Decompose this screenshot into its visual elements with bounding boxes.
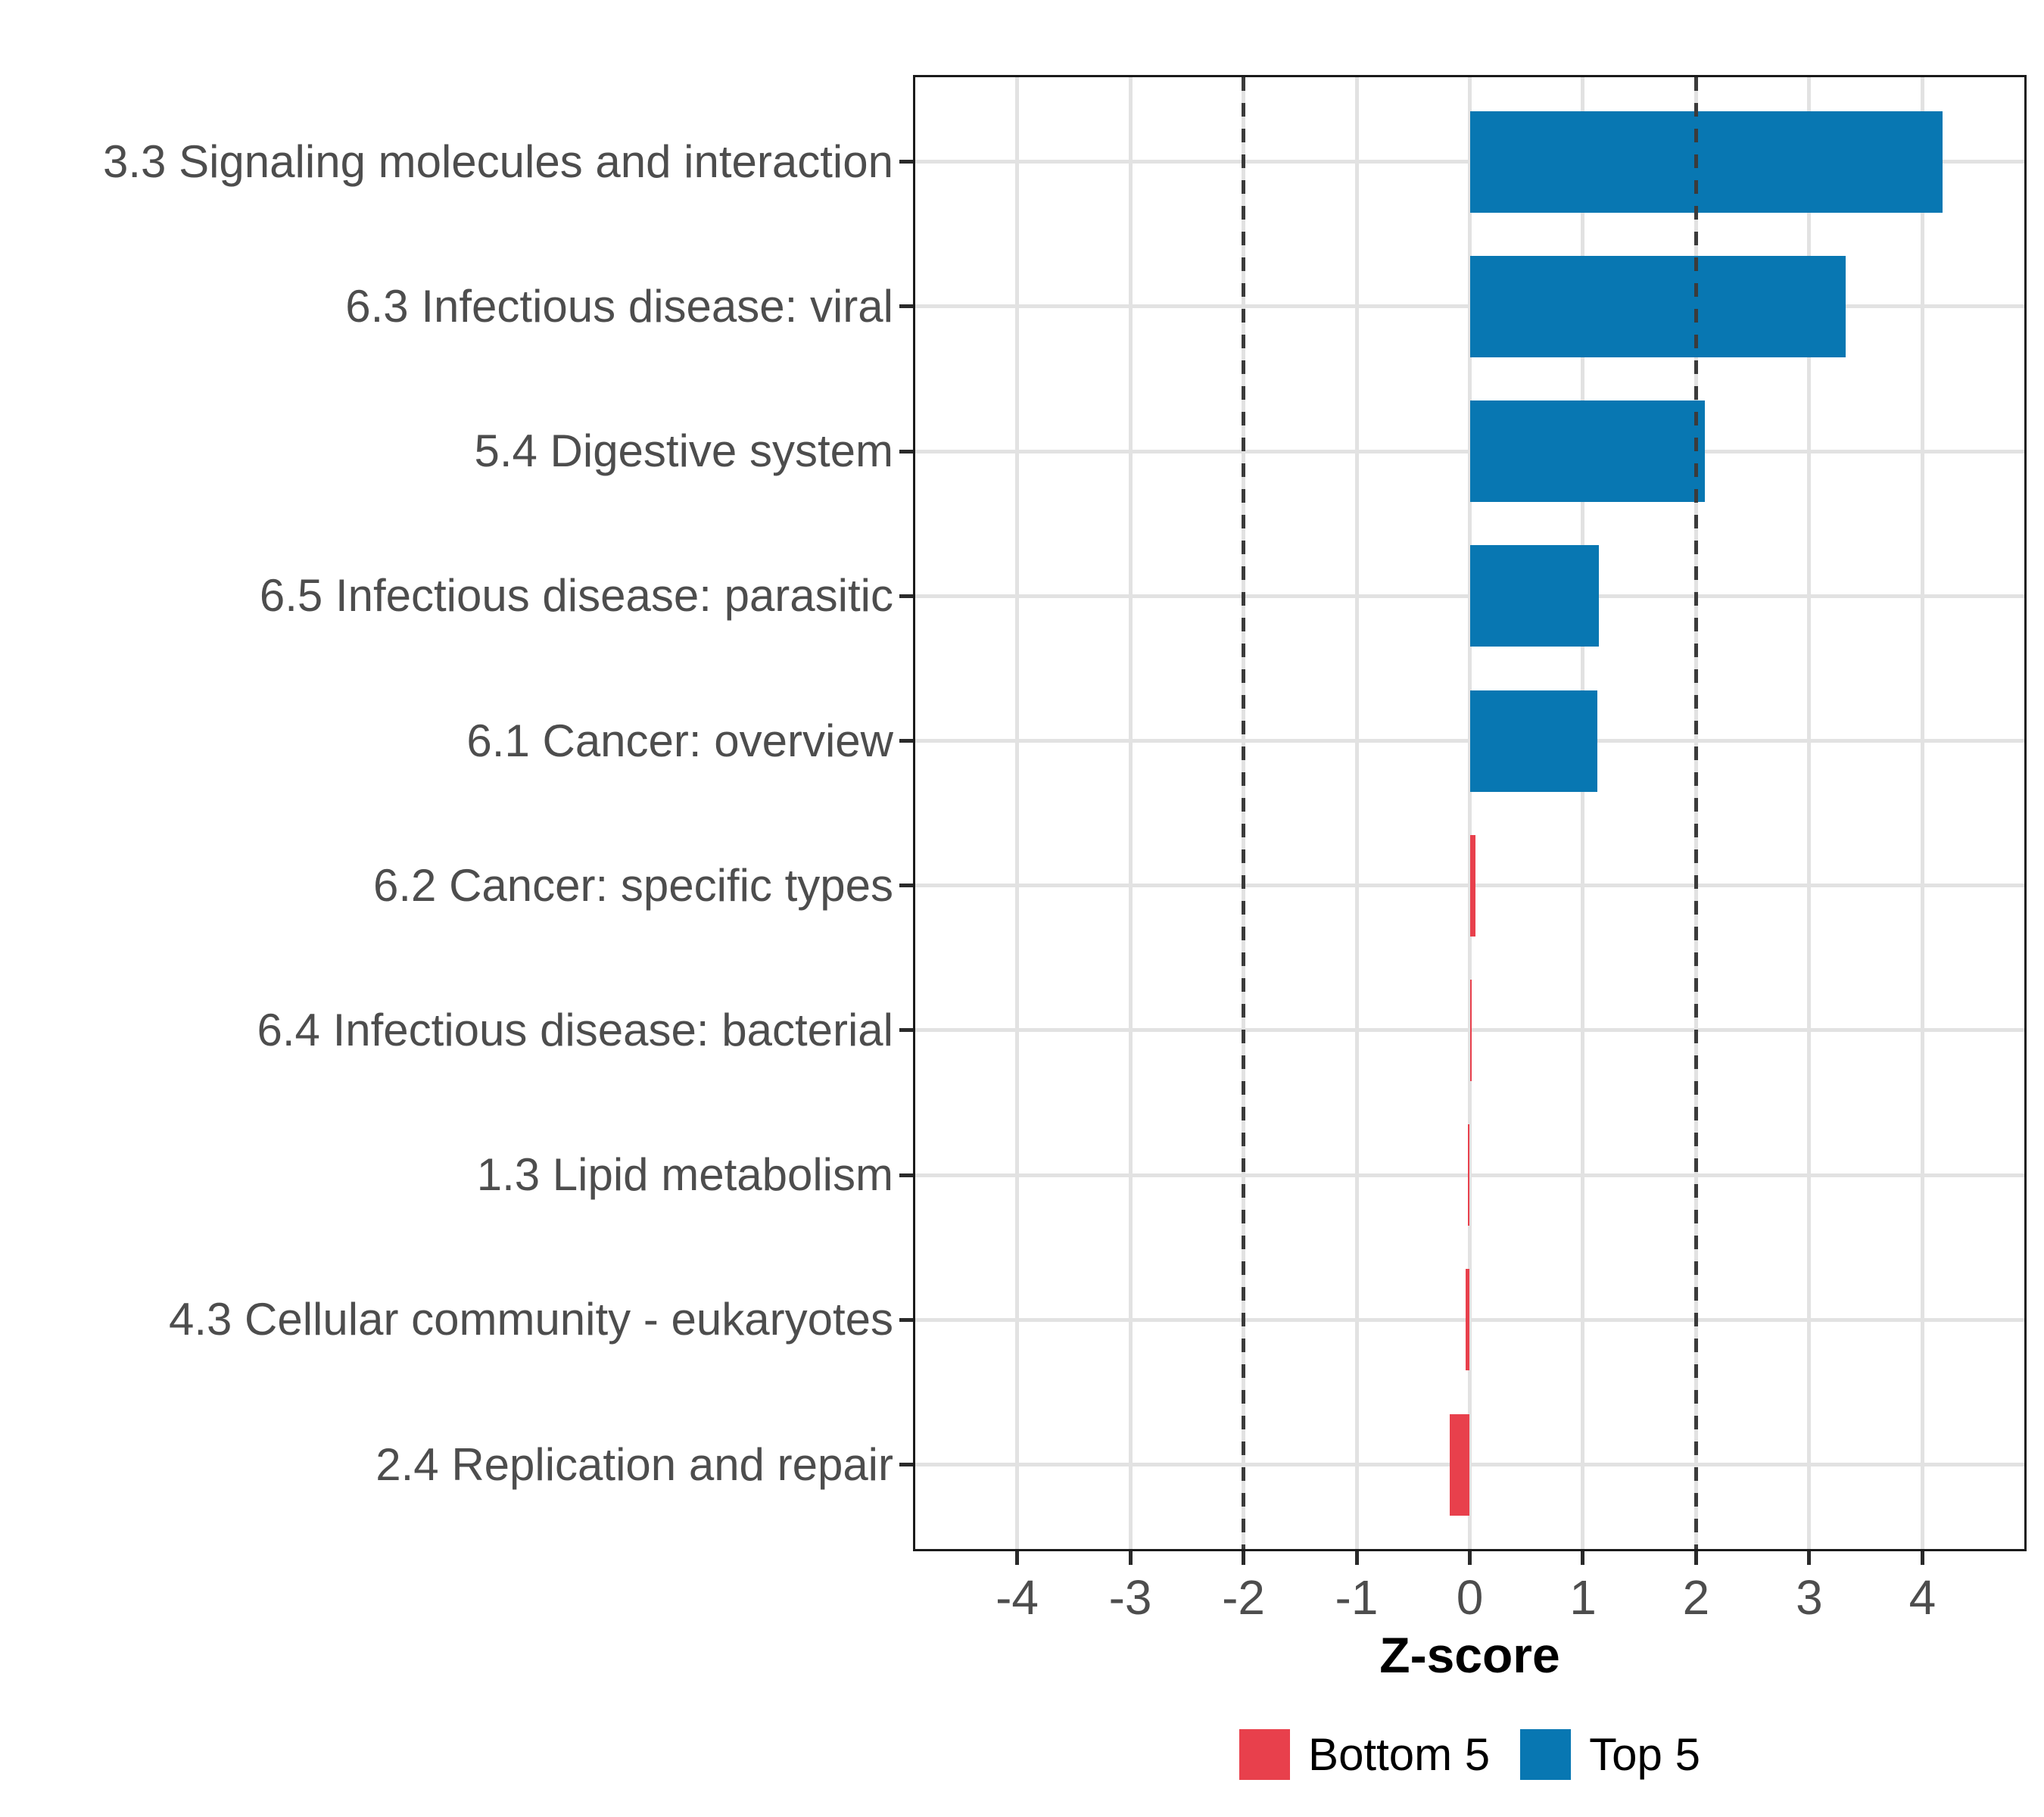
x-tick-label-0: 0 <box>1456 1570 1484 1625</box>
y-label-2-4-replication-and-repair: 2.4 Replication and repair <box>375 1438 893 1490</box>
x-tick-label-4: 4 <box>1908 1570 1937 1625</box>
x-tick--2 <box>1242 1551 1246 1565</box>
bar-1-3-lipid-metabolism <box>1467 1124 1470 1226</box>
dashed-reference-line-2 <box>1693 77 1698 1549</box>
y-label-5-4-digestive-system: 5.4 Digestive system <box>474 425 893 477</box>
gridline-x-0 <box>1468 77 1472 1549</box>
x-tick-2 <box>1693 1551 1698 1565</box>
y-tick-10 <box>899 1463 913 1466</box>
x-axis-title: Z-score <box>1379 1627 1560 1683</box>
x-tick-1 <box>1581 1551 1585 1565</box>
bar-6-4-infectious-disease-bacterial <box>1469 979 1472 1081</box>
bar-6-5-infectious-disease-parasitic <box>1469 545 1599 647</box>
x-tick-label-1: 1 <box>1569 1570 1597 1625</box>
y-tick-6 <box>899 884 913 888</box>
gridline-x--3 <box>1128 77 1133 1549</box>
y-tick-5 <box>899 739 913 743</box>
x-tick-label-3: 3 <box>1796 1570 1823 1625</box>
x-tick--1 <box>1354 1551 1359 1565</box>
bar-3-3-signaling-molecules-and-interaction <box>1469 111 1943 213</box>
legend-swatch-top-5 <box>1520 1729 1572 1780</box>
plot-panel <box>913 75 2027 1551</box>
gridline-x--4 <box>1015 77 1020 1549</box>
x-tick--3 <box>1128 1551 1133 1565</box>
legend-label-top-5: Top 5 <box>1589 1729 1700 1780</box>
legend-item-top-5: Top 5 <box>1520 1728 1700 1781</box>
y-tick-3 <box>899 449 913 453</box>
y-tick-8 <box>899 1173 913 1177</box>
x-tick--4 <box>1015 1551 1020 1565</box>
bar-5-4-digestive-system <box>1469 400 1706 503</box>
x-tick-label--2: -2 <box>1222 1570 1265 1625</box>
x-tick-label--3: -3 <box>1108 1570 1152 1625</box>
bar-2-4-replication-and-repair <box>1449 1413 1470 1516</box>
y-label-6-3-infectious-disease-viral: 6.3 Infectious disease: viral <box>345 280 893 332</box>
y-tick-7 <box>899 1028 913 1033</box>
x-tick-3 <box>1807 1551 1812 1565</box>
gridline-row-10 <box>915 1463 2024 1466</box>
bar-6-2-cancer-specific-types <box>1469 834 1475 937</box>
legend-swatch-bottom-5 <box>1239 1729 1291 1780</box>
y-label-6-1-cancer-overview: 6.1 Cancer: overview <box>466 715 893 766</box>
legend: Bottom 5 Top 5 <box>913 1728 2027 1781</box>
gridline-x-4 <box>1920 77 1924 1549</box>
x-tick-4 <box>1920 1551 1924 1565</box>
x-tick-label--4: -4 <box>996 1570 1039 1625</box>
bar-6-1-cancer-overview <box>1469 690 1598 792</box>
y-label-6-4-infectious-disease-bacterial: 6.4 Infectious disease: bacterial <box>257 1004 894 1055</box>
y-label-6-2-cancer-specific-types: 6.2 Cancer: specific types <box>373 859 893 911</box>
y-label-6-5-infectious-disease-parasitic: 6.5 Infectious disease: parasitic <box>259 570 893 622</box>
x-tick-label--1: -1 <box>1335 1570 1379 1625</box>
legend-item-bottom-5: Bottom 5 <box>1239 1728 1490 1781</box>
y-tick-1 <box>899 160 913 164</box>
x-tick-label-2: 2 <box>1682 1570 1710 1625</box>
gridline-x--1 <box>1354 77 1359 1549</box>
y-label-4-3-cellular-community-eukaryotes: 4.3 Cellular community - eukaryotes <box>168 1294 893 1345</box>
y-label-3-3-signaling-molecules-and-interaction: 3.3 Signaling molecules and interaction <box>103 136 893 187</box>
y-tick-2 <box>899 304 913 309</box>
bar-6-3-infectious-disease-viral <box>1469 255 1846 357</box>
y-tick-9 <box>899 1317 913 1322</box>
bar-4-3-cellular-community-eukaryotes <box>1465 1269 1470 1371</box>
gridline-row-8 <box>915 1173 2024 1177</box>
gridline-x-3 <box>1807 77 1812 1549</box>
legend-label-bottom-5: Bottom 5 <box>1308 1729 1491 1780</box>
dashed-reference-line--2 <box>1242 77 1246 1549</box>
y-tick-4 <box>899 594 913 598</box>
y-label-1-3-lipid-metabolism: 1.3 Lipid metabolism <box>476 1149 893 1201</box>
gridline-x-1 <box>1581 77 1585 1549</box>
gridline-row-9 <box>915 1317 2024 1322</box>
x-tick-0 <box>1468 1551 1472 1565</box>
